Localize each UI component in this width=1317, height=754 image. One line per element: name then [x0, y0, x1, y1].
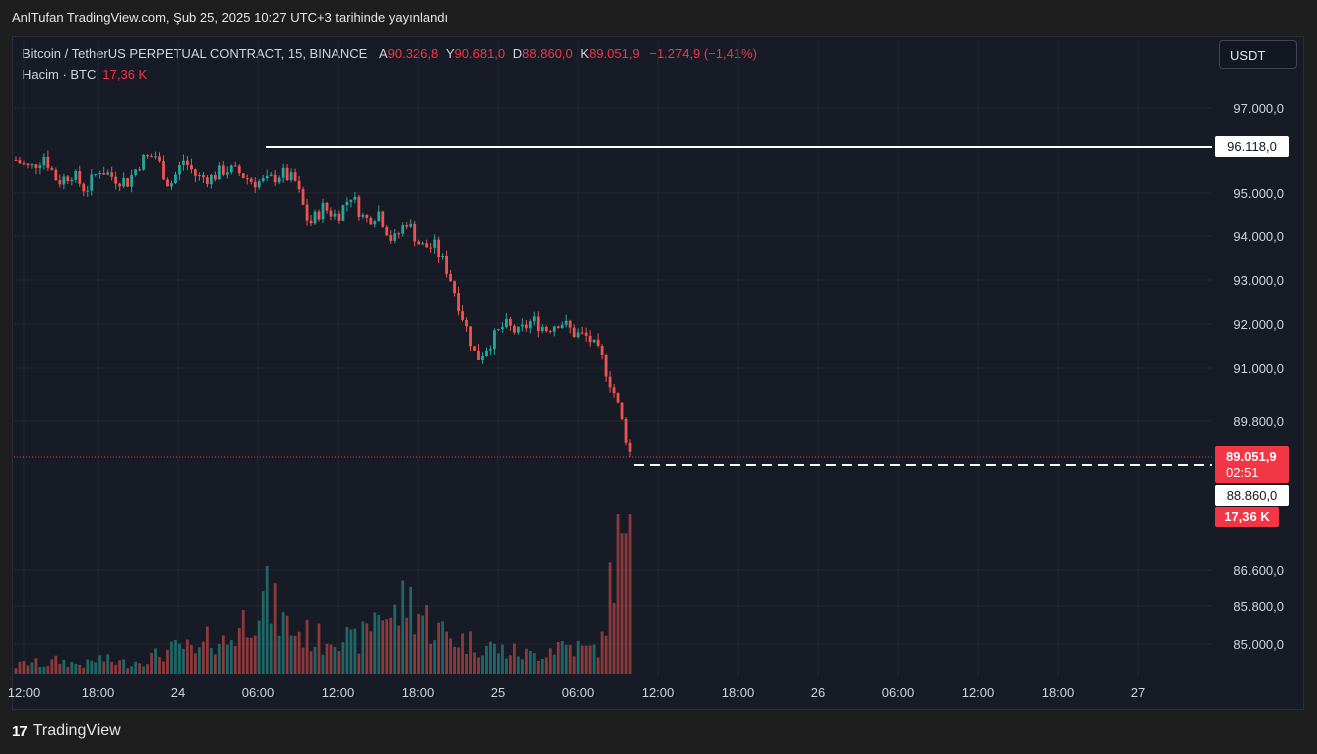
footer-brand-text: TradingView — [32, 722, 121, 739]
open-label: A — [378, 46, 388, 61]
symbol-legend: Bitcoin / TetherUS PERPETUAL CONTRACT, 1… — [22, 46, 757, 61]
volume-label[interactable]: Hacim · BTC — [22, 67, 97, 82]
close-value: 89.051,9 — [589, 46, 640, 61]
high-label: Y — [445, 46, 455, 61]
volume-legend: Hacim · BTC 17,36 K — [22, 67, 147, 82]
high-value: 90.681,0 — [454, 46, 506, 61]
tradingview-logo-icon: 17 — [12, 722, 28, 740]
low-value: 88.860,0 — [522, 46, 573, 61]
change-value: −1.274,9 (−1,41%) — [649, 46, 757, 61]
symbol-name[interactable]: Bitcoin / TetherUS PERPETUAL CONTRACT, 1… — [22, 46, 368, 61]
chart-panel[interactable] — [12, 36, 1304, 710]
low-label: D — [512, 46, 523, 61]
volume-value: 17,36 K — [102, 67, 148, 82]
published-header: AnlTufan TradingView.com, Şub 25, 2025 1… — [12, 10, 449, 25]
close-label: K — [580, 46, 590, 61]
open-value: 90.326,8 — [387, 46, 439, 61]
currency-button[interactable]: USDT — [1219, 40, 1297, 69]
footer-brand[interactable]: 17 TradingView — [12, 722, 121, 740]
